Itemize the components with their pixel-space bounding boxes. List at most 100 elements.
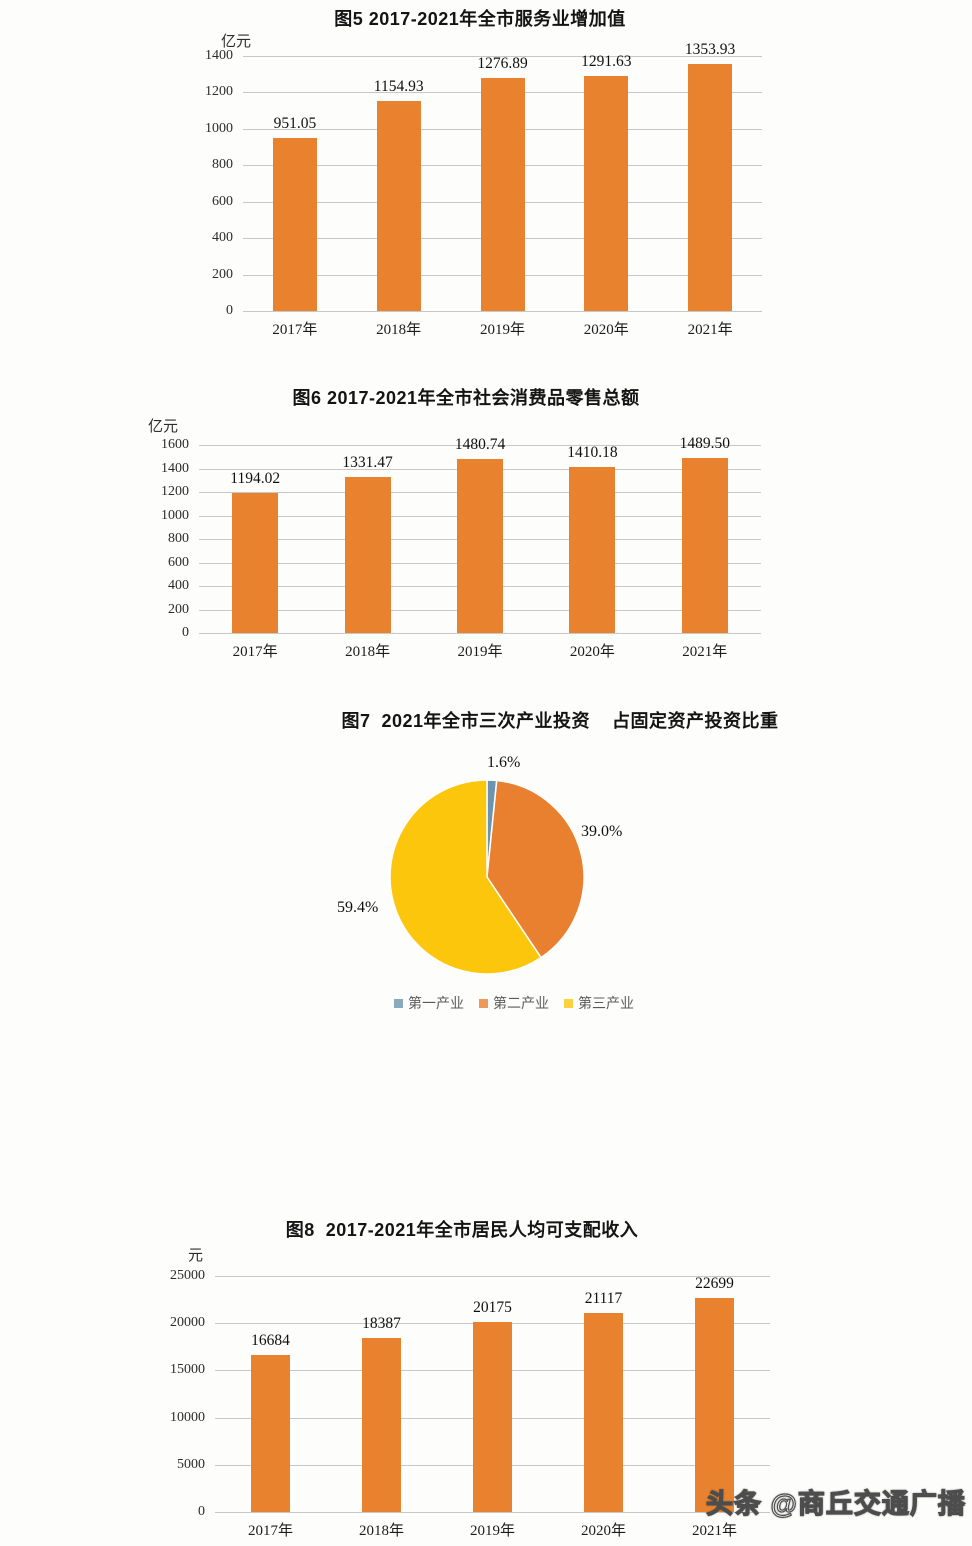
y-axis-tick-label: 1400 <box>161 460 189 476</box>
legend-item-第一产业: 第一产业 <box>394 993 464 1013</box>
y-axis-tick-label: 1200 <box>161 484 189 499</box>
bar-2017年 <box>232 492 279 633</box>
bar-value-label: 1489.50 <box>679 434 730 452</box>
fig5-y-axis-unit: 亿元 <box>221 34 252 50</box>
legend-item-第二产业: 第二产业 <box>479 993 549 1013</box>
x-axis-tick-label: 2021年 <box>687 322 733 338</box>
bar-2021年 <box>695 1297 734 1512</box>
x-axis-tick-label: 2020年 <box>580 1523 627 1539</box>
pie-svg <box>389 779 585 975</box>
bar-2020年 <box>569 467 616 633</box>
y-axis-tick-label: 800 <box>168 531 189 546</box>
bar-value-label: 1154.93 <box>373 77 424 95</box>
y-axis-tick-label: 10000 <box>170 1409 205 1425</box>
y-axis-tick-label: 200 <box>168 601 189 617</box>
bar-2017年 <box>251 1354 290 1512</box>
y-axis-tick-label: 0 <box>198 1504 205 1519</box>
x-axis-tick-label: 2019年 <box>479 322 526 338</box>
x-axis-tick-label: 2018年 <box>376 322 422 338</box>
fig7-pie: 1.6% 39.0% 59.4% <box>337 754 622 977</box>
fig7-legend: 第一产业 第二产业 第三产业 <box>394 993 634 1013</box>
bar-value-label: 1194.02 <box>230 469 281 487</box>
bar-value-label: 1276.89 <box>477 55 528 73</box>
fig6-y-axis-unit: 亿元 <box>148 419 179 435</box>
y-axis-tick-label: 600 <box>168 554 189 570</box>
legend-label: 第二产业 <box>493 997 549 1012</box>
y-axis-tick-label: 200 <box>212 266 233 282</box>
bar-2019年 <box>480 78 525 311</box>
bar-value-label: 1410.18 <box>567 444 618 462</box>
bar-value-label: 21117 <box>584 1289 623 1307</box>
fig8-y-axis-unit: 元 <box>188 1248 204 1264</box>
gridline <box>243 311 762 312</box>
x-axis-tick-label: 2018年 <box>345 644 391 660</box>
x-axis-tick-label: 2020年 <box>583 322 629 338</box>
legend-swatch <box>479 998 488 1008</box>
bar-2020年 <box>584 75 629 311</box>
x-axis-tick-label: 2018年 <box>358 1523 405 1539</box>
y-axis-tick-label: 25000 <box>170 1268 205 1283</box>
gridline <box>215 1276 770 1277</box>
y-axis-tick-label: 800 <box>212 157 233 173</box>
pie-slice-第三产业 <box>389 779 542 975</box>
y-axis-tick-label: 1400 <box>205 48 233 63</box>
fig7-title: 图7 2021年全市三次产业投资 占固定资产投资比重 <box>341 711 779 731</box>
bar-value-label: 18387 <box>362 1315 401 1333</box>
bar-value-label: 20175 <box>473 1298 512 1316</box>
y-axis-tick-label: 5000 <box>177 1456 205 1472</box>
gridline <box>243 56 762 57</box>
legend-label: 第三产业 <box>578 997 634 1012</box>
y-axis-tick-label: 1200 <box>205 84 233 100</box>
gridline <box>215 1512 770 1513</box>
x-axis-tick-label: 2021年 <box>682 644 728 660</box>
y-axis-tick-label: 1000 <box>161 507 189 523</box>
fig8-title: 图8 2017-2021年全市居民人均可支配收入 <box>285 1220 639 1240</box>
bar-2021年 <box>681 457 728 633</box>
y-axis-tick-label: 0 <box>182 625 189 640</box>
bar-2018年 <box>376 100 421 311</box>
bar-2020年 <box>584 1312 623 1512</box>
pie-slice-第二产业 <box>486 779 585 959</box>
y-axis-tick-label: 400 <box>168 578 189 593</box>
bar-2018年 <box>362 1338 401 1512</box>
y-axis-tick-label: 15000 <box>170 1362 205 1378</box>
y-axis-tick-label: 0 <box>226 303 233 318</box>
bar-2017年 <box>272 137 317 311</box>
bar-value-label: 1291.63 <box>581 52 632 70</box>
bar-2018年 <box>344 476 391 633</box>
y-axis-tick-label: 400 <box>212 230 233 246</box>
legend-item-第三产业: 第三产业 <box>564 993 634 1013</box>
bar-value-label: 22699 <box>695 1274 734 1292</box>
x-axis-tick-label: 2020年 <box>569 644 615 660</box>
fig5-title: 图5 2017-2021年全市服务业增加值 <box>334 9 626 29</box>
bar-2019年 <box>473 1321 512 1512</box>
y-axis-tick-label: 600 <box>212 193 233 209</box>
legend-swatch <box>564 998 573 1008</box>
y-axis-tick-label: 1000 <box>205 120 233 136</box>
fig6-plot-area: 1600 1400 1200 1000 800 600 400 200 0 1194.02 2017… <box>161 435 761 660</box>
legend-label: 第一产业 <box>408 997 464 1012</box>
x-axis-tick-label: 2019年 <box>457 644 503 660</box>
x-axis-tick-label: 2017年 <box>232 644 278 660</box>
gridline <box>199 633 761 634</box>
bar-2021年 <box>688 64 733 311</box>
x-axis-tick-label: 2017年 <box>272 322 318 338</box>
fig8-plot-area: 25000 20000 15000 10000 5000 0 16684 2017年 18387… <box>170 1268 770 1539</box>
legend-swatch <box>394 998 403 1008</box>
y-axis-tick-label: 20000 <box>170 1315 205 1331</box>
bar-value-label: 16684 <box>251 1331 290 1349</box>
y-axis-tick-label: 1600 <box>161 437 189 452</box>
fig6-title: 图6 2017-2021年全市社会消费品零售总额 <box>292 388 640 408</box>
gridline <box>199 445 761 446</box>
x-axis-tick-label: 2019年 <box>469 1523 516 1539</box>
x-axis-tick-label: 2021年 <box>691 1523 738 1539</box>
bar-value-label: 1331.47 <box>342 453 393 471</box>
pie-slice-label-first-industry: 1.6% <box>487 754 521 771</box>
fig5-plot-area: 1400 1200 1000 800 600 400 200 0 951.05 2017年 1154… <box>205 41 762 338</box>
pie-slice-label-third-industry: 59.4% <box>337 899 379 916</box>
bar-value-label: 1480.74 <box>454 436 506 454</box>
bar-2019年 <box>457 459 503 633</box>
pie-slice-label-second-industry: 39.0% <box>581 823 623 840</box>
bar-value-label: 951.05 <box>273 114 317 132</box>
